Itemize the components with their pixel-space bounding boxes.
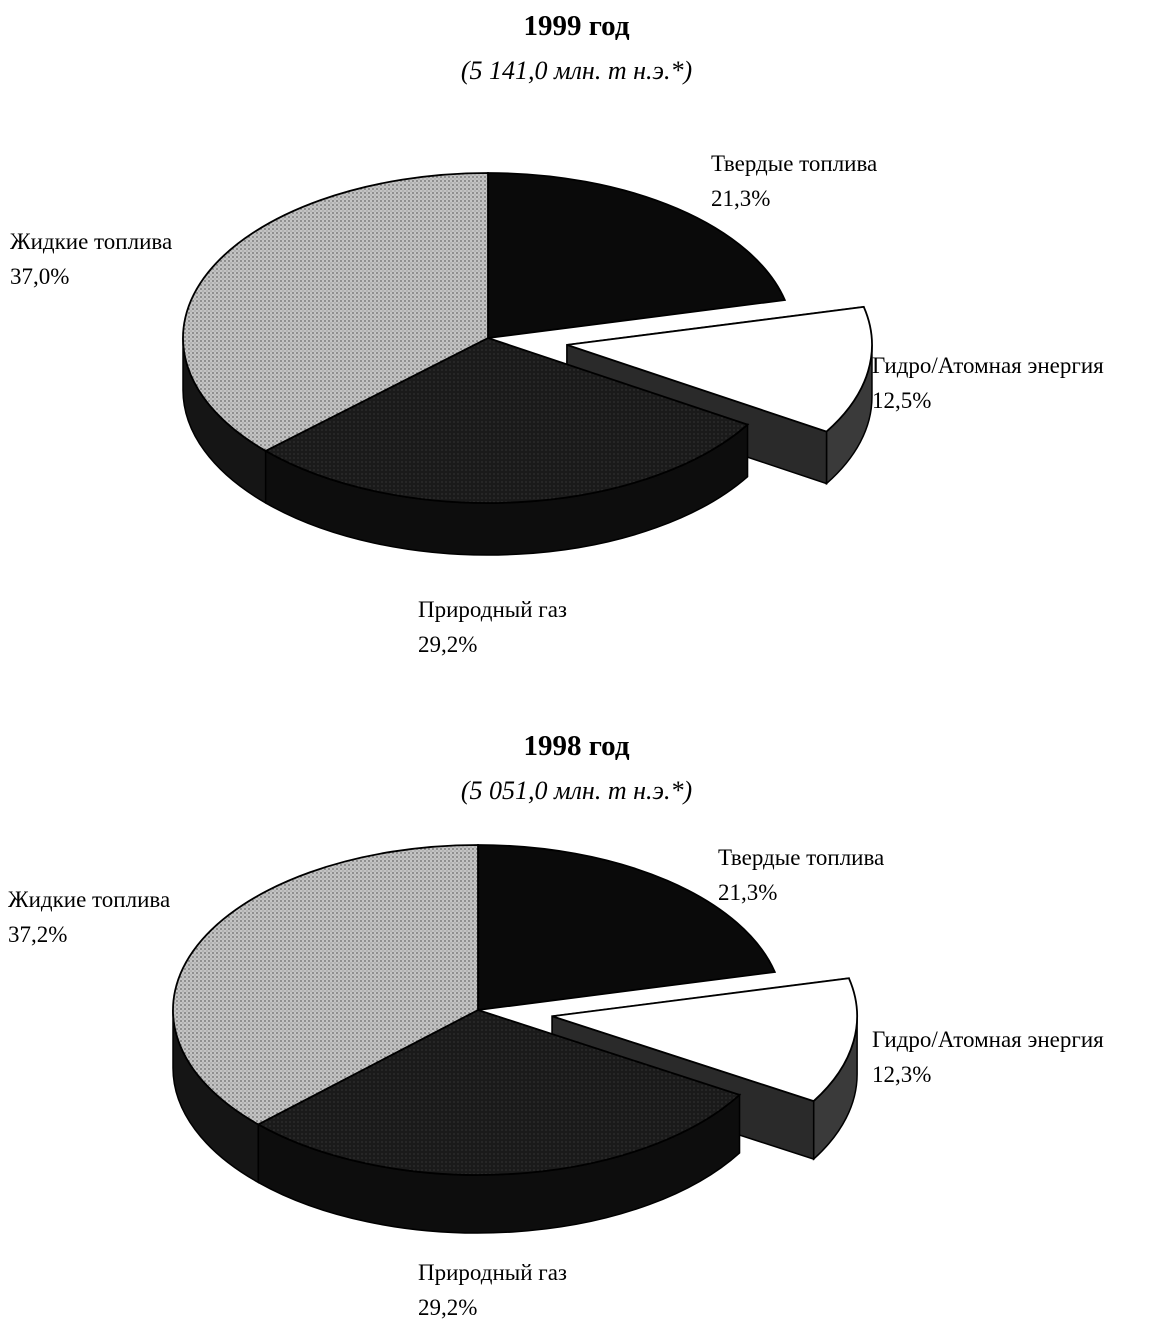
slice-label-solid-fuels: Твердые топлива 21,3% [711, 146, 877, 216]
chart-subtitle: (5 051,0 млн. т н.э.*) [460, 776, 693, 805]
chart-title: 1998 год [523, 730, 630, 762]
slice-name: Твердые топлива [718, 845, 885, 870]
slice-liquid-fuels [172, 844, 479, 1126]
slice-label-natural-gas: Природный газ 29,2% [418, 1255, 567, 1325]
slice-name: Жидкие топлива [8, 887, 171, 912]
slice-solid-fuels [487, 172, 787, 340]
slice-label-hydro-nuclear: Гидро/Атомная энергия 12,5% [872, 348, 1104, 418]
slice-label-solid-fuels: Твердые топлива 21,3% [718, 840, 884, 910]
slice-value: 37,2% [8, 922, 68, 947]
slice-name: Жидкие топлива [10, 229, 173, 254]
slice-label-natural-gas: Природный газ 29,2% [418, 592, 567, 662]
slice-value: 21,3% [711, 186, 771, 211]
slice-value: 12,5% [872, 388, 932, 413]
slice-label-liquid-fuels: Жидкие топлива 37,0% [10, 224, 172, 294]
slice-value: 29,2% [418, 1295, 478, 1320]
slice-name: Твердые топлива [711, 151, 878, 176]
slice-label-liquid-fuels: Жидкие топлива 37,2% [8, 882, 170, 952]
slice-value: 29,2% [418, 632, 478, 657]
slice-solid-fuels [477, 844, 777, 1012]
slice-name: Гидро/Атомная энергия [872, 353, 1104, 378]
chart-title: 1999 год [523, 10, 630, 42]
slice-label-hydro-nuclear: Гидро/Атомная энергия 12,3% [872, 1022, 1104, 1092]
chart-subtitle: (5 141,0 млн. т н.э.*) [460, 56, 693, 85]
slice-hydro-nuclear [566, 305, 873, 433]
slice-natural-gas [263, 337, 750, 504]
slice-hydro-nuclear [551, 977, 859, 1103]
slice-liquid-fuels [182, 172, 489, 452]
slice-name: Природный газ [418, 597, 568, 622]
slice-value: 12,3% [872, 1062, 932, 1087]
slice-value: 37,0% [10, 264, 70, 289]
pie-chart-1998-plot [172, 844, 859, 1234]
slice-name: Природный газ [418, 1260, 568, 1285]
pie-chart-1998: 1998 год (5 051,0 млн. т н.э.*) Твердые … [0, 720, 1153, 1335]
slice-value: 21,3% [718, 880, 778, 905]
pie-chart-1999-plot [182, 172, 873, 556]
slice-name: Гидро/Атомная энергия [872, 1027, 1104, 1052]
pie-chart-1999: 1999 год (5 141,0 млн. т н.э.*) Твердые … [10, 10, 1104, 662]
slice-natural-gas [256, 1009, 742, 1176]
